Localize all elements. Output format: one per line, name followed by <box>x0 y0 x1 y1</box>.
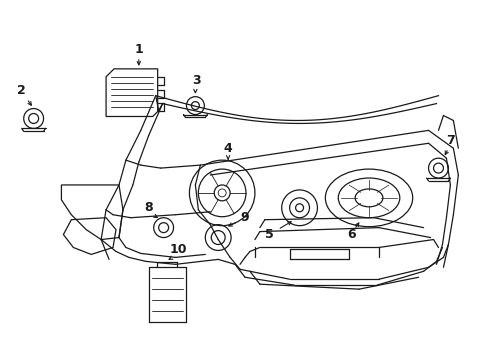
Text: 6: 6 <box>346 228 355 241</box>
Text: 4: 4 <box>224 142 232 155</box>
Text: 3: 3 <box>192 74 200 87</box>
Text: 5: 5 <box>265 228 274 241</box>
Text: 7: 7 <box>445 134 454 147</box>
Text: 2: 2 <box>17 84 26 97</box>
Text: 8: 8 <box>144 201 153 214</box>
Text: 10: 10 <box>169 243 187 256</box>
Text: 9: 9 <box>240 211 249 224</box>
Text: 1: 1 <box>134 42 143 55</box>
